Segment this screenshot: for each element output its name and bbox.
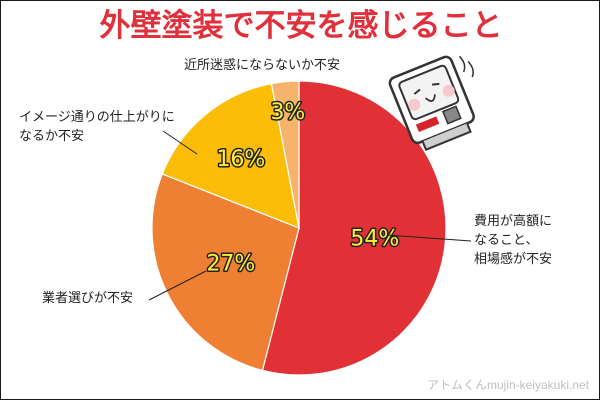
pie-value-label-high-cost: 54% <box>350 227 399 252</box>
pie-slice-finish-quality <box>161 82 300 229</box>
leader-line-high-cost <box>386 234 472 242</box>
chart-title: 外壁塗装で不安を感じること <box>100 8 503 44</box>
site-credit: アトムくんmujin-keiyakuki.net <box>427 378 590 392</box>
leader-lines <box>148 130 472 301</box>
pie-slice-contractor-choice <box>151 173 300 372</box>
pie-chart: 54% 27% 16%3% <box>151 80 447 376</box>
leader-line-contractor-choice <box>148 270 207 301</box>
leader-line-finish-quality <box>162 130 198 155</box>
category-label-neighbor-nuisance: 近所迷惑にならないか不安 <box>184 57 340 72</box>
pie-value-label-neighbor-nuisance: 3% <box>270 100 305 125</box>
category-label-contractor-choice: 業者選びが不安 <box>42 290 133 305</box>
pie-value-label-contractor-choice: 27% <box>206 252 255 277</box>
category-label-finish-quality: イメージ通りの仕上がりになるか不安 <box>19 109 175 143</box>
pie-slice-high-cost <box>261 80 447 376</box>
robot-mascot-icon <box>388 55 475 151</box>
pie-slice-neighbor-nuisance <box>270 80 300 229</box>
category-label-high-cost: 費用が高額になること、相場感が不安 <box>474 213 552 266</box>
chart-title-shadow: 外壁塗装で不安を感じること <box>102 10 505 46</box>
pie-value-label-finish-quality: 16% <box>216 147 265 172</box>
